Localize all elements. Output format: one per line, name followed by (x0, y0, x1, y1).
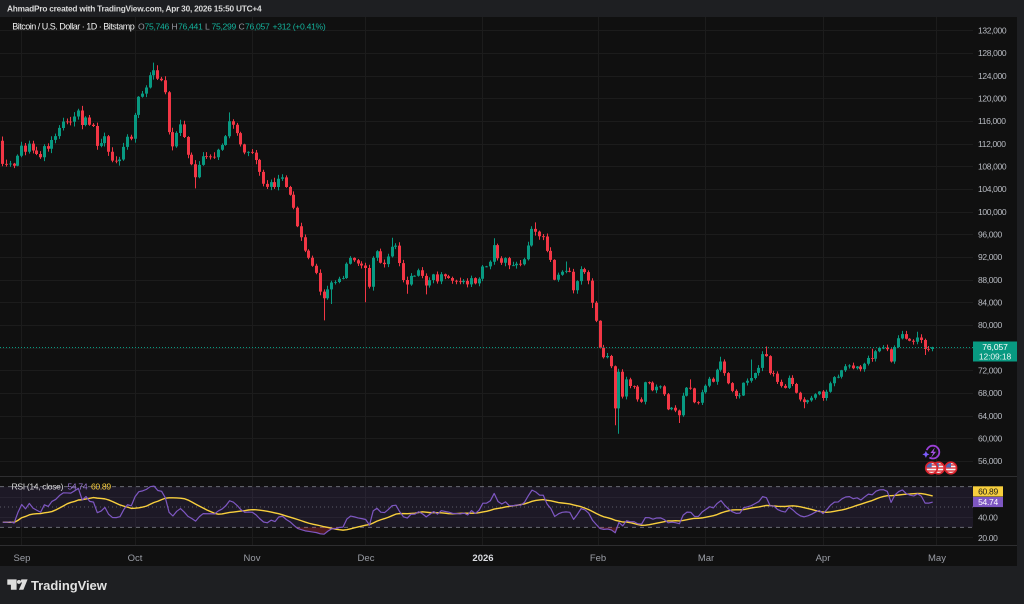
svg-text:+312 (+0.41%): +312 (+0.41%) (273, 21, 326, 31)
svg-text:60,000: 60,000 (978, 434, 1003, 444)
svg-text:56,000: 56,000 (978, 456, 1003, 466)
svg-text:132,000: 132,000 (978, 26, 1007, 36)
svg-text:C: C (239, 21, 245, 31)
svg-text:2026: 2026 (472, 553, 493, 564)
svg-text:Bitcoin / U.S. Dollar · 1D · B: Bitcoin / U.S. Dollar · 1D · Bitstamp (12, 21, 135, 31)
svg-text:54.74: 54.74 (978, 497, 998, 507)
svg-text:108,000: 108,000 (978, 162, 1007, 172)
svg-text:TradingView: TradingView (31, 578, 108, 593)
svg-text:72,000: 72,000 (978, 366, 1003, 376)
svg-text:104,000: 104,000 (978, 184, 1007, 194)
svg-text:100,000: 100,000 (978, 207, 1007, 217)
svg-text:124,000: 124,000 (978, 71, 1007, 81)
svg-text:128,000: 128,000 (978, 48, 1007, 58)
svg-text:84,000: 84,000 (978, 298, 1003, 308)
svg-text:68,000: 68,000 (978, 388, 1003, 398)
svg-text:Oct: Oct (128, 553, 143, 564)
svg-text:AhmadPro created with TradingV: AhmadPro created with TradingView.com, A… (7, 3, 262, 13)
svg-text:May: May (928, 553, 946, 564)
svg-text:20.00: 20.00 (978, 533, 998, 543)
svg-text:Feb: Feb (590, 553, 606, 564)
svg-text:75,746: 75,746 (145, 21, 170, 31)
svg-text:60.89: 60.89 (91, 482, 111, 492)
svg-text:H: H (172, 21, 178, 31)
svg-text:76,057: 76,057 (982, 342, 1008, 352)
svg-text:80,000: 80,000 (978, 320, 1003, 330)
svg-text:Apr: Apr (816, 553, 831, 564)
svg-text:76,441: 76,441 (178, 21, 203, 31)
svg-text:12:09:18: 12:09:18 (979, 352, 1012, 362)
svg-text:Mar: Mar (698, 553, 714, 564)
svg-text:92,000: 92,000 (978, 252, 1003, 262)
svg-text:116,000: 116,000 (978, 116, 1006, 126)
svg-text:RSI (14, close): RSI (14, close) (12, 482, 64, 492)
svg-text:54.74: 54.74 (68, 482, 88, 492)
svg-text:60.89: 60.89 (978, 486, 998, 496)
svg-text:75,299: 75,299 (212, 21, 237, 31)
svg-text:O: O (138, 21, 145, 31)
svg-text:Nov: Nov (244, 553, 261, 564)
svg-text:76,057: 76,057 (245, 21, 270, 31)
svg-text:112,000: 112,000 (978, 139, 1006, 149)
svg-text:Dec: Dec (358, 553, 375, 564)
svg-text:L: L (205, 21, 210, 31)
svg-text:Sep: Sep (14, 553, 31, 564)
svg-text:40.00: 40.00 (978, 512, 998, 522)
svg-text:64,000: 64,000 (978, 411, 1003, 421)
svg-text:88,000: 88,000 (978, 275, 1003, 285)
svg-text:120,000: 120,000 (978, 94, 1007, 104)
svg-text:96,000: 96,000 (978, 230, 1003, 240)
